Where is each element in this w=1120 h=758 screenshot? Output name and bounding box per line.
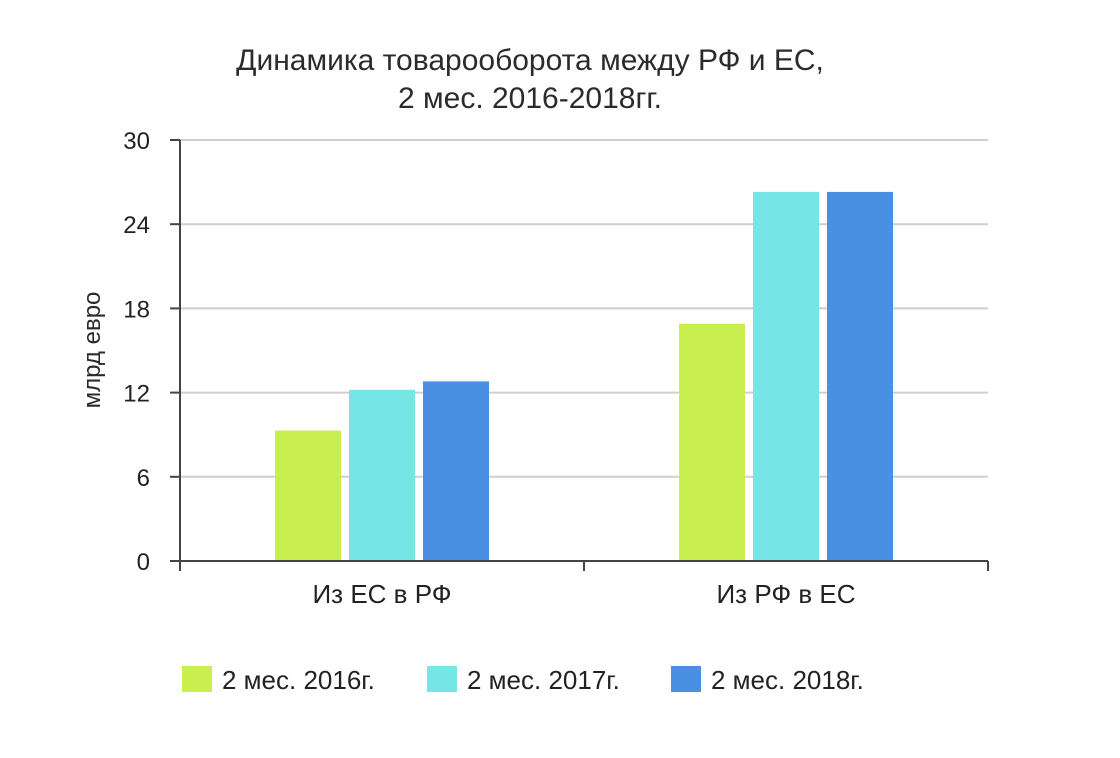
chart-title-line-1: Динамика товарооборота между РФ и ЕС,: [236, 44, 824, 77]
y-tick-label: 6: [137, 465, 150, 492]
category-label: Из ЕС в РФ: [312, 579, 451, 609]
bar: [679, 323, 745, 561]
y-tick-label: 24: [123, 212, 150, 239]
legend-swatch: [427, 666, 457, 692]
y-tick-label: 30: [123, 128, 150, 155]
bar: [275, 430, 341, 561]
legend-item: 2 мес. 2018г.: [671, 665, 864, 695]
legend-item: 2 мес. 2017г.: [427, 665, 620, 695]
bar: [827, 191, 893, 561]
legend: 2 мес. 2016г. 2 мес. 2017г. 2 мес. 2018г.: [182, 665, 864, 695]
bar: [753, 191, 819, 561]
y-tick-label: 12: [123, 381, 150, 408]
legend-item: 2 мес. 2016г.: [182, 665, 375, 695]
legend-label: 2 мес. 2016г.: [222, 665, 375, 695]
bar: [423, 381, 489, 561]
y-axis-label: млрд евро: [79, 292, 106, 409]
legend-label: 2 мес. 2017г.: [467, 665, 620, 695]
legend-swatch: [182, 666, 212, 692]
y-tick-label: 0: [137, 549, 150, 576]
chart-title: Динамика товарооборота между РФ и ЕС, 2 …: [236, 44, 824, 115]
bar: [349, 389, 415, 561]
y-axis-ticks: 0 6 12 18 24 30: [123, 128, 180, 576]
bars: [275, 191, 893, 561]
chart-title-line-2: 2 мес. 2016-2018гг.: [398, 82, 662, 115]
y-tick-label: 18: [123, 296, 150, 323]
category-label: Из РФ в ЕС: [716, 579, 855, 609]
axes: [179, 140, 989, 571]
legend-label: 2 мес. 2018г.: [711, 665, 864, 695]
x-axis-categories: Из ЕС в РФ Из РФ в ЕС: [312, 579, 855, 609]
legend-swatch: [671, 666, 701, 692]
